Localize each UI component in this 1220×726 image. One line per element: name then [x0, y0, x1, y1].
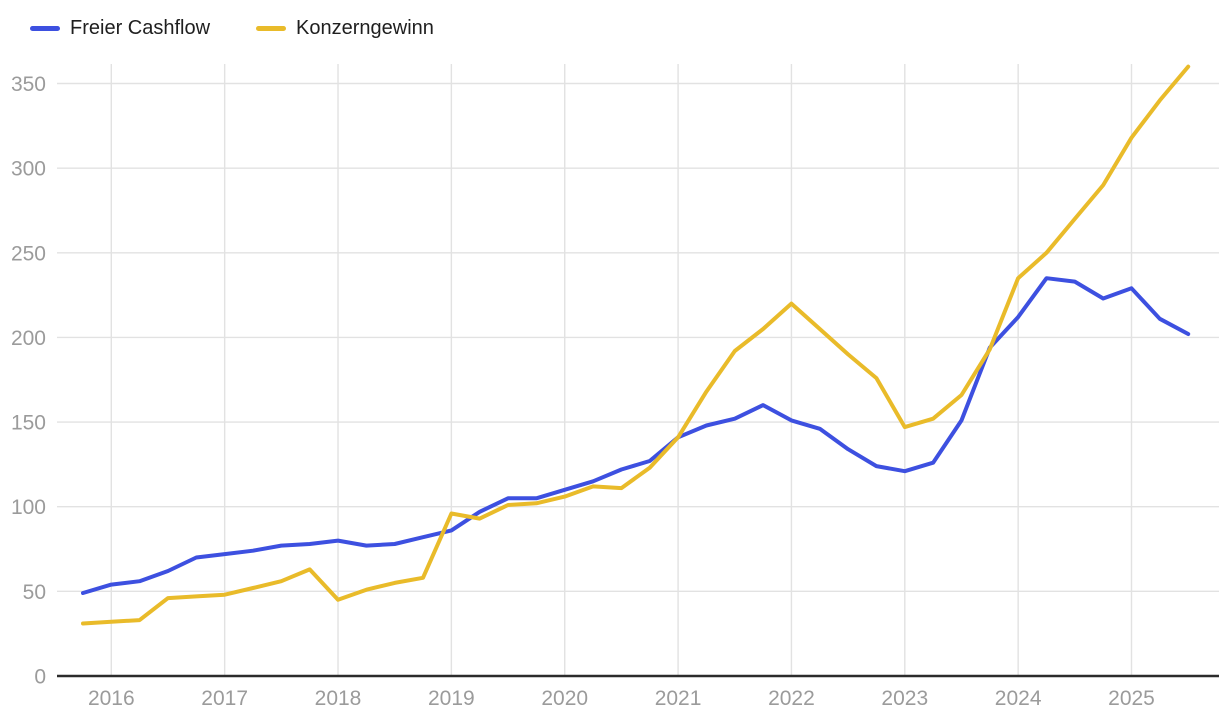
legend-item-freier-cashflow[interactable]: Freier Cashflow — [30, 16, 210, 40]
x-axis-tick-label: 2022 — [768, 687, 815, 710]
series-line-konzerngewinn[interactable] — [81, 64, 1191, 626]
line-swatch-icon — [30, 25, 60, 31]
x-axis-tick-label: 2025 — [1108, 687, 1155, 710]
x-axis-tick-label: 2024 — [995, 687, 1042, 710]
legend: Freier Cashflow Konzerngewinn — [30, 16, 434, 40]
series-line-freier-cashflow[interactable] — [81, 276, 1191, 595]
x-axis-tick-label: 2017 — [201, 687, 248, 710]
x-axis-tick-label: 2020 — [541, 687, 588, 710]
line-swatch-icon — [256, 25, 287, 31]
legend-item-konzerngewinn[interactable]: Konzerngewinn — [256, 16, 434, 40]
y-axis-tick-label: 300 — [11, 158, 46, 181]
legend-label: Freier Cashflow — [70, 17, 211, 39]
y-axis-tick-label: 350 — [11, 73, 46, 96]
y-axis-tick-label: 0 — [34, 666, 46, 689]
y-axis-tick-label: 100 — [11, 496, 46, 519]
y-axis-tick-label: 50 — [23, 581, 46, 604]
legend-label: Konzerngewinn — [296, 17, 434, 39]
y-axis-tick-label: 250 — [11, 242, 46, 265]
x-axis-tick-label: 2021 — [655, 687, 702, 710]
x-axis-tick-label: 2016 — [88, 687, 135, 710]
x-axis-tick-label: 2023 — [881, 687, 928, 710]
y-axis-tick-label: 150 — [11, 412, 46, 435]
x-axis-tick-label: 2018 — [315, 687, 362, 710]
y-axis-tick-label: 200 — [11, 327, 46, 350]
x-axis-tick-label: 2019 — [428, 687, 475, 710]
